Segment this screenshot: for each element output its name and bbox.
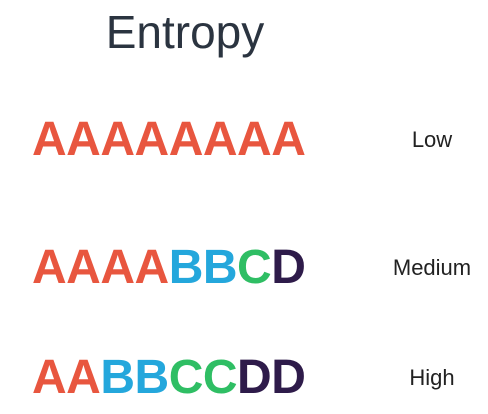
letter-b: B [134,351,170,404]
letter-a: A [66,113,101,166]
letter-a: A [32,241,67,294]
entropy-row-high: AABBCCDD High [32,348,488,408]
letter-b: B [100,351,135,404]
letter-a: A [66,241,101,294]
letter-b: B [202,241,238,294]
letter-c: C [168,351,204,404]
entropy-label-high: High [409,365,455,390]
letter-sequence-low: AAAAAAAA [32,110,306,170]
entropy-label-low: Low [411,127,453,152]
letter-b: B [168,241,204,294]
letter-sequence-high: AABBCCDD [32,348,306,408]
letter-a: A [66,351,101,404]
letter-a: A [134,113,170,166]
letter-a: A [32,351,67,404]
letter-a: A [202,113,238,166]
entropy-row-medium: AAAABBCD Medium [32,238,488,298]
letter-c: C [237,241,272,294]
letter-d: D [271,241,306,294]
letter-a: A [271,113,306,166]
letter-sequence-medium: AAAABBCD [32,238,306,298]
letter-a: A [168,113,204,166]
letter-a: A [32,113,67,166]
letter-a: A [134,241,170,294]
letter-d: D [237,351,272,404]
letter-a: A [100,241,135,294]
letter-c: C [202,351,238,404]
entropy-row-low: AAAAAAAA Low [32,110,488,170]
entropy-label-medium: Medium [392,255,472,280]
diagram-title: Entropy [105,6,265,58]
letter-d: D [271,351,306,404]
letter-a: A [100,113,135,166]
letter-a: A [237,113,272,166]
